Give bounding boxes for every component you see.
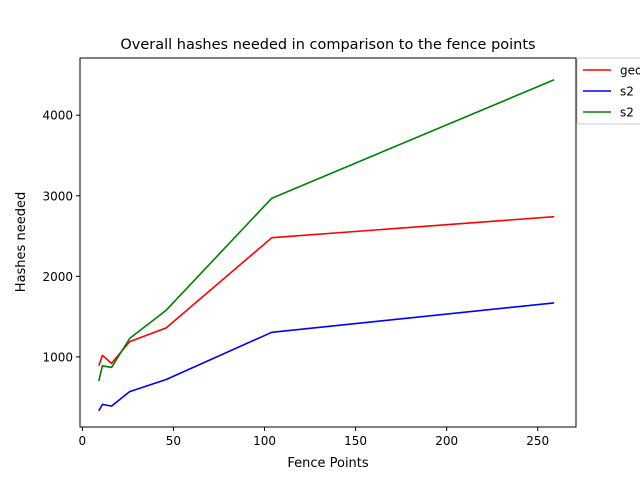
- legend-label: s2: [620, 85, 634, 99]
- legend-label: geo: [620, 64, 640, 78]
- x-axis-label: Fence Points: [287, 456, 369, 471]
- plot-frame: [79, 57, 577, 428]
- axis-ticks: 0 50 100 150 200 250 1000 2000 3000 4000: [42, 109, 549, 448]
- series-lines: [98, 79, 555, 412]
- x-tick-label: 150: [344, 434, 367, 448]
- x-tick-label: 50: [166, 434, 181, 448]
- y-tick-label: 1000: [42, 350, 73, 364]
- legend: geo s2 s2: [576, 57, 640, 125]
- legend-label: s2: [620, 106, 634, 120]
- y-tick-label: 2000: [42, 270, 73, 284]
- x-tick-label: 100: [253, 434, 276, 448]
- series-line-2: [98, 302, 555, 412]
- series-line-1: [98, 215, 555, 367]
- x-tick-label: 200: [435, 434, 458, 448]
- y-axis-label: Hashes needed: [14, 192, 29, 292]
- series-line-3: [98, 79, 555, 382]
- y-tick-label: 3000: [42, 189, 73, 203]
- chart-title: Overall hashes needed in comparison to t…: [120, 37, 535, 53]
- y-tick-label: 4000: [42, 109, 73, 123]
- x-tick-label: 250: [526, 434, 549, 448]
- x-tick-label: 0: [79, 434, 87, 448]
